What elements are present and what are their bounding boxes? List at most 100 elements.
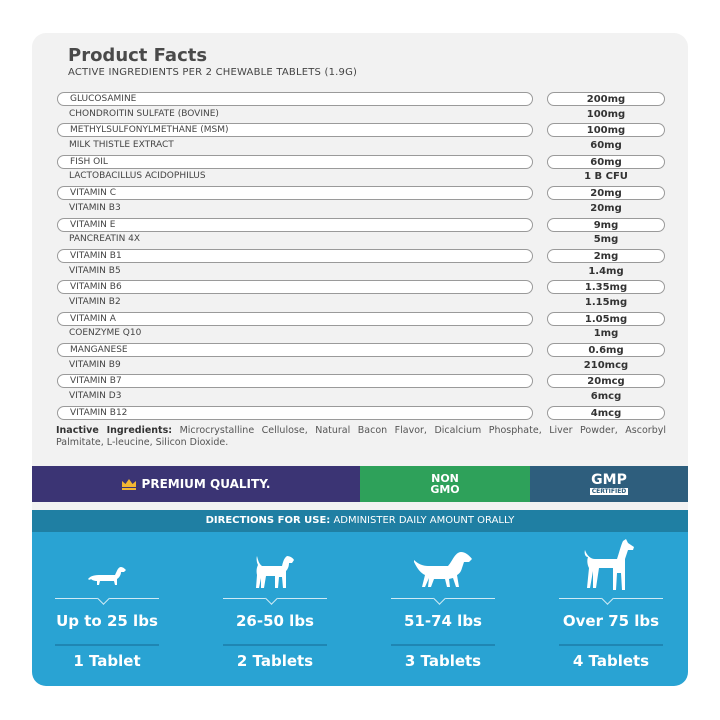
ingredient-row: GLUCOSAMINE 200mg [57, 91, 665, 107]
ingredient-name: VITAMIN B9 [69, 359, 121, 370]
inactive-text: Microcrystalline Cellulose, Natural Baco… [56, 425, 666, 448]
ingredient-row: VITAMIN B3 20mg [57, 201, 665, 217]
gmo-label: GMO [430, 483, 460, 496]
ingredient-amount: 2mg [547, 248, 665, 263]
ingredient-row: VITAMIN B12 4mcg [57, 405, 665, 421]
ingredient-name: VITAMIN D3 [69, 391, 122, 402]
medium-dog-icon [191, 540, 359, 590]
ingredient-amount: 1.4mg [588, 265, 624, 277]
ingredient-amount: 9mg [547, 217, 665, 232]
dosage-column: 26-50 lbs 2 Tablets [191, 532, 359, 686]
ingredient-name: VITAMIN B1 [57, 248, 533, 263]
ingredient-name: CHONDROITIN SULFATE (BOVINE) [69, 108, 219, 119]
ingredient-amount: 1.35mg [547, 280, 665, 295]
ingredient-row: FISH OIL 60mg [57, 154, 665, 170]
weight-range: 51-74 lbs [403, 612, 482, 630]
ingredient-name: VITAMIN B7 [57, 374, 533, 389]
ingredient-amount: 0.6mg [547, 343, 665, 357]
ingredient-amount: 1.05mg [547, 311, 665, 326]
ingredients-list: GLUCOSAMINE 200mg CHONDROITIN SULFATE (BOV… [57, 91, 665, 420]
ingredient-row: VITAMIN E 9mg [57, 217, 665, 233]
ingredient-amount: 60mg [547, 154, 665, 169]
divider [223, 644, 327, 646]
ingredient-row: VITAMIN A 1.05mg [57, 311, 665, 327]
premium-quality-badge: PREMIUM QUALITY. [32, 466, 360, 502]
ingredient-amount: 1 B CFU [584, 171, 628, 183]
ingredient-name: VITAMIN B3 [69, 202, 121, 213]
ingredient-amount: 20mg [547, 186, 665, 201]
ingredient-name: FISH OIL [57, 154, 533, 169]
divider-notch [601, 592, 614, 605]
ingredient-name: VITAMIN B5 [69, 265, 121, 276]
tablet-count: 4 Tablets [572, 652, 650, 670]
ingredient-row: VITAMIN B7 20mcg [57, 373, 665, 389]
premium-label: PREMIUM QUALITY. [141, 477, 271, 491]
small-dog-icon [32, 540, 191, 590]
weight-range: Over 75 lbs [562, 612, 660, 630]
dosage-column: Up to 25 lbs 1 Tablet [32, 532, 191, 686]
tablet-count: 3 Tablets [404, 652, 482, 670]
ingredient-row: VITAMIN D3 6mcg [57, 389, 665, 405]
ingredient-name: VITAMIN C [57, 186, 533, 201]
ingredient-row: VITAMIN B2 1.15mg [57, 295, 665, 311]
divider-notch [265, 592, 278, 605]
page-title: Product Facts [68, 45, 208, 66]
ingredient-row: COENZYME Q10 1mg [57, 326, 665, 342]
divider-notch [97, 592, 110, 605]
ingredient-name: VITAMIN B12 [57, 405, 533, 420]
ingredient-row: METHYLSULFONYLMETHANE (MSM) 100mg [57, 122, 665, 138]
ingredient-amount: 200mg [547, 92, 665, 106]
divider-notch [433, 592, 446, 605]
ingredient-name: COENZYME Q10 [69, 328, 142, 339]
divider [559, 644, 663, 646]
inactive-label: Inactive Ingredients: [56, 425, 173, 436]
ingredient-amount: 100mg [547, 123, 665, 138]
tablet-count: 2 Tablets [236, 652, 314, 670]
ingredient-amount: 5mg [593, 234, 619, 246]
xl-dog-icon [527, 539, 688, 590]
ingredient-row: LACTOBACILLUS ACIDOPHILUS 1 B CFU [57, 169, 665, 185]
ingredient-name: VITAMIN B2 [69, 296, 121, 307]
certified-label: CERTIFIED [589, 488, 629, 495]
weight-range: Up to 25 lbs [56, 612, 158, 630]
ingredient-name: VITAMIN A [57, 311, 533, 326]
ingredient-row: CHONDROITIN SULFATE (BOVINE) 100mg [57, 107, 665, 123]
ingredient-amount: 60mg [590, 140, 622, 152]
ingredient-row: VITAMIN B9 210mcg [57, 358, 665, 374]
subtitle: ACTIVE INGREDIENTS PER 2 CHEWABLE TABLET… [68, 67, 358, 78]
large-dog-icon [359, 540, 527, 590]
ingredient-row: VITAMIN B6 1.35mg [57, 279, 665, 295]
directions-bar: DIRECTIONS FOR USE: ADMINISTER DAILY AMO… [32, 510, 688, 532]
ingredient-amount: 4mcg [547, 405, 665, 420]
ingredient-name: LACTOBACILLUS ACIDOPHILUS [69, 171, 206, 182]
ingredient-amount: 20mg [590, 202, 622, 214]
ingredient-name: GLUCOSAMINE [57, 92, 533, 106]
dosage-section: Up to 25 lbs 1 Tablet 26-50 lbs 2 Tablets 51… [32, 532, 688, 686]
dosage-column: Over 75 lbs 4 Tablets [527, 532, 688, 686]
ingredient-amount: 1.15mg [584, 296, 628, 308]
gmp-label: GMP [591, 472, 627, 488]
ingredient-row: VITAMIN C 20mg [57, 185, 665, 201]
ingredient-amount: 1mg [593, 328, 619, 340]
ingredient-name: VITAMIN E [57, 217, 533, 232]
ingredient-amount: 6mcg [590, 391, 622, 403]
directions-label: DIRECTIONS FOR USE: [205, 515, 331, 526]
ingredient-row: PANCREATIN 4X 5mg [57, 232, 665, 248]
quality-banner: PREMIUM QUALITY. NON GMO GMP CERTIFIED [32, 466, 688, 502]
ingredient-row: VITAMIN B1 2mg [57, 248, 665, 264]
divider [55, 644, 159, 646]
ingredient-row: MANGANESE 0.6mg [57, 342, 665, 358]
ingredient-name: MANGANESE [57, 343, 533, 357]
ingredient-amount: 100mg [586, 108, 626, 120]
gmp-certified-badge: GMP CERTIFIED [530, 466, 688, 502]
ingredient-amount: 20mcg [547, 374, 665, 389]
ingredient-name: METHYLSULFONYLMETHANE (MSM) [57, 123, 533, 138]
directions-text: ADMINISTER DAILY AMOUNT ORALLY [330, 515, 515, 526]
tablet-count: 1 Tablet [73, 652, 141, 670]
product-facts-card: Product Facts ACTIVE INGREDIENTS PER 2 C… [32, 33, 688, 686]
non-gmo-badge: NON GMO [360, 466, 530, 502]
ingredient-name: VITAMIN B6 [57, 280, 533, 295]
ingredient-amount: 210mcg [583, 359, 629, 371]
weight-range: 26-50 lbs [235, 612, 314, 630]
ingredient-row: MILK THISTLE EXTRACT 60mg [57, 138, 665, 154]
